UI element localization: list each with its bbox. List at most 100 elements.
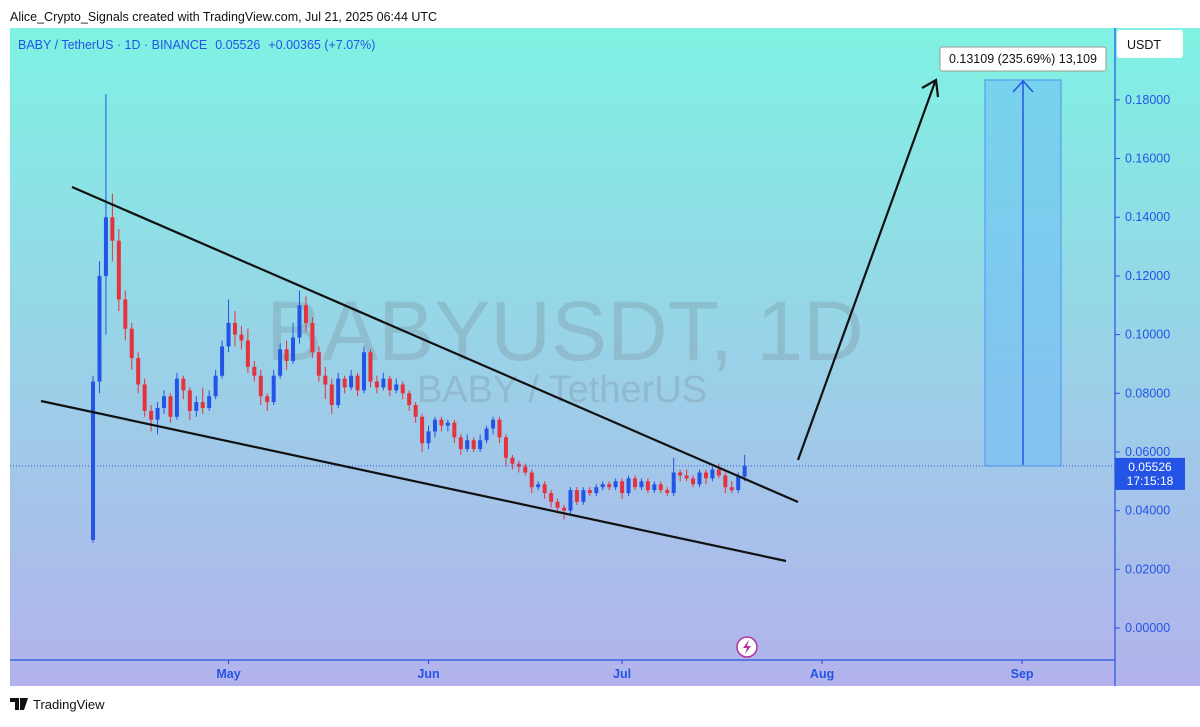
candle-body — [587, 490, 592, 494]
candle-body — [400, 384, 405, 394]
candle-body — [245, 340, 250, 367]
brand-logo — [10, 698, 28, 710]
candle-body — [523, 466, 528, 473]
candle-body — [394, 384, 399, 391]
price-tag-price: 0.05526 — [1128, 460, 1172, 474]
legend-price: 0.05526 — [215, 38, 260, 52]
candle-body — [742, 465, 747, 477]
candle-body — [736, 476, 741, 491]
candle-body — [665, 490, 670, 494]
candle-body — [568, 490, 573, 511]
candle-body — [639, 481, 644, 488]
candle-body — [187, 390, 192, 411]
candle-body — [220, 346, 225, 376]
trend-line-lower — [40, 399, 787, 563]
candle-body — [278, 349, 283, 376]
price-tag-countdown: 17:15:18 — [1127, 474, 1174, 488]
candle-body — [497, 419, 502, 438]
brand-name: TradingView — [33, 697, 105, 712]
candle-body — [484, 428, 489, 441]
candle-body — [303, 305, 308, 323]
y-tick-label: 0.10000 — [1125, 328, 1170, 342]
y-tick-label: 0.04000 — [1125, 504, 1170, 518]
candle-body — [645, 481, 650, 491]
y-tick-label: 0.06000 — [1125, 445, 1170, 459]
candle-body — [626, 478, 631, 494]
candle-body — [729, 487, 734, 491]
axis-background — [1115, 28, 1200, 686]
candle-body — [91, 381, 96, 540]
candle-body — [555, 501, 560, 508]
candle-body — [581, 490, 586, 502]
candle-body — [368, 352, 373, 382]
candle-body — [374, 381, 379, 388]
candle-body — [465, 440, 470, 450]
y-tick-label: 0.02000 — [1125, 562, 1170, 576]
candle-body — [445, 422, 450, 426]
candle-body — [716, 469, 721, 476]
candle-body — [478, 440, 483, 450]
candle-body — [658, 484, 663, 491]
candle-body — [516, 463, 521, 467]
candle-body — [252, 366, 257, 376]
candle-body — [207, 396, 212, 408]
candle-body — [458, 437, 463, 450]
candle-body — [684, 475, 689, 479]
candle-body — [613, 481, 618, 488]
legend: BABY / TetherUS · 1D · BINANCE 0.05526 +0.… — [18, 38, 375, 52]
candle-body — [452, 422, 457, 438]
candle-body — [632, 478, 637, 488]
projection-arrow — [796, 81, 937, 461]
candle-body — [97, 275, 102, 382]
candle-body — [549, 493, 554, 502]
candle-body — [181, 378, 186, 391]
candle-body — [355, 375, 360, 391]
candle-body — [103, 217, 108, 276]
candle-body — [200, 402, 205, 408]
candle-body — [129, 328, 134, 359]
candle-body — [536, 484, 541, 488]
trend-line-upper — [71, 185, 799, 504]
candle-body — [600, 484, 605, 488]
candle-body — [420, 416, 425, 444]
candle-body — [697, 472, 702, 485]
credit: Alice_Crypto_Signals created with Tradin… — [10, 10, 437, 24]
candle-body — [594, 487, 599, 494]
plot-background — [10, 28, 1115, 686]
plot — [10, 94, 1115, 543]
candle-body — [342, 378, 347, 388]
axes: 0.00000 0.02000 0.04000 0.06000 0.08000 0.100… — [216, 93, 1170, 681]
candle-body — [562, 507, 567, 511]
watermark-sub: BABY / TetherUS — [417, 369, 707, 411]
candle-body — [387, 378, 392, 391]
candle-body — [620, 481, 625, 494]
x-tick-label: Sep — [1011, 667, 1034, 681]
candle-body — [349, 375, 354, 388]
candle-body — [123, 299, 128, 329]
x-tick-label: Aug — [810, 667, 834, 681]
candle-body — [316, 352, 321, 376]
x-tick-label: Jun — [417, 667, 439, 681]
candle-body — [336, 378, 341, 406]
candle-body — [271, 375, 276, 403]
candle-body — [149, 410, 154, 420]
candle-body — [607, 484, 612, 488]
price-tag-box — [1115, 457, 1185, 490]
candle-body — [258, 375, 263, 397]
candle-body — [710, 469, 715, 479]
candle-body — [284, 349, 289, 362]
candle-body — [168, 396, 173, 417]
candle-body — [529, 472, 534, 488]
candle-body — [574, 490, 579, 502]
candle-body — [678, 472, 683, 476]
candle-body — [142, 384, 147, 411]
candle-body — [652, 484, 657, 491]
measure-arrow-head — [1012, 79, 1034, 93]
y-tick-label: 0.16000 — [1125, 152, 1170, 166]
candle-body — [174, 378, 179, 417]
candle-body — [439, 419, 444, 426]
axis-unit-box — [1117, 30, 1183, 58]
candle-body — [723, 475, 728, 488]
candle-body — [226, 322, 231, 347]
